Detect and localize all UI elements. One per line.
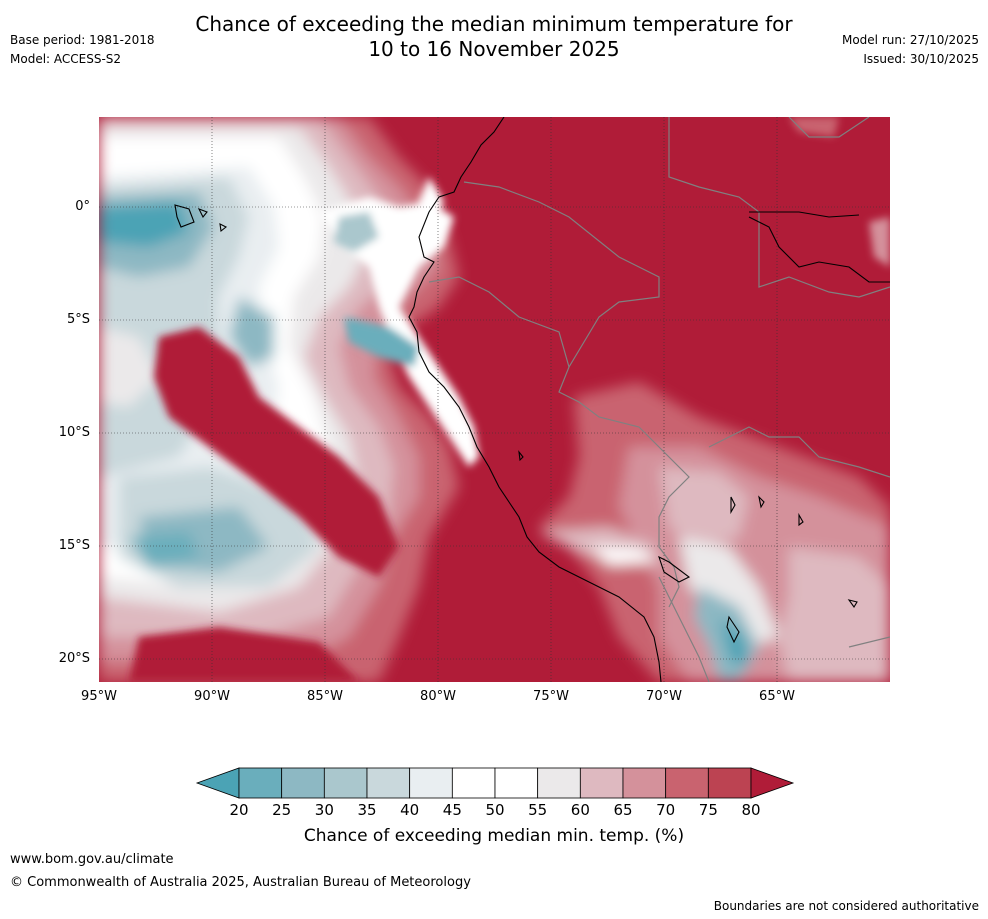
lat-label-20s: 20°S: [58, 651, 90, 666]
colorbar-tick-label: 65: [613, 801, 633, 819]
lon-label-75w: 75°W: [533, 689, 569, 704]
colorbar-tick-label: 45: [442, 801, 462, 819]
lon-label-95w: 95°W: [81, 689, 117, 704]
colorbar: [195, 767, 795, 799]
colorbar-tick-label: 20: [229, 801, 249, 819]
colorbar-tick-label: 80: [741, 801, 761, 819]
inland-south-field: [539, 382, 890, 682]
colorbar-segment: [409, 767, 453, 799]
colorbar-tick-label: 25: [272, 801, 292, 819]
lat-label-15s: 15°S: [58, 538, 90, 553]
colorbar-segment: [281, 767, 325, 799]
colorbar-segment: [366, 767, 411, 799]
colorbar-segment: [622, 767, 667, 799]
meta-left: Base period: 1981-2018 Model: ACCESS-S2: [10, 31, 155, 69]
lon-label-85w: 85°W: [307, 689, 343, 704]
ocean-red-tongues: [129, 327, 399, 682]
lat-label-10s: 10°S: [58, 425, 90, 440]
country-borders: [428, 117, 890, 682]
colorbar-segment: [579, 767, 624, 799]
colorbar-extend-low: [195, 767, 240, 799]
footer-url: www.bom.gov.au/climate: [10, 852, 174, 867]
lat-label-5s: 5°S: [66, 312, 90, 327]
footer-note: Boundaries are not considered authoritat…: [713, 899, 979, 913]
meta-right: Model run: 27/10/2025 Issued: 30/10/2025: [842, 31, 979, 69]
lon-label-70w: 70°W: [646, 689, 682, 704]
colorbar-segment: [494, 767, 539, 799]
forecast-map: [99, 117, 890, 682]
model-name: Model: ACCESS-S2: [10, 52, 122, 66]
northeast-patches: [789, 117, 890, 267]
colorbar-tick-label: 70: [656, 801, 676, 819]
colorbar-tick-label: 55: [528, 801, 548, 819]
graticule: [99, 117, 890, 682]
colorbar-tick-label: 50: [485, 801, 505, 819]
map-title: Chance of exceeding the median minimum t…: [0, 12, 988, 62]
coastal-pale-band: [319, 177, 479, 467]
colorbar-tick-label: 30: [314, 801, 334, 819]
lon-label-80w: 80°W: [420, 689, 456, 704]
colorbar-tick-label: 40: [400, 801, 420, 819]
colorbar-tick-label: 75: [698, 801, 718, 819]
title-line-2: 10 to 16 November 2025: [368, 37, 620, 61]
colorbar-segment: [707, 767, 752, 799]
title-line-1: Chance of exceeding the median minimum t…: [195, 12, 793, 36]
issued-date: Issued: 30/10/2025: [863, 52, 979, 66]
coastlines: [174, 117, 890, 682]
colorbar-title: Chance of exceeding median min. temp. (%…: [303, 826, 685, 846]
lat-label-0: 0°: [75, 199, 90, 214]
ocean-anomaly-field: [99, 117, 459, 682]
colorbar-tick-label: 35: [357, 801, 377, 819]
colorbar-segment: [323, 767, 368, 799]
colorbar-segment: [451, 767, 496, 799]
base-period: Base period: 1981-2018: [10, 33, 155, 47]
lon-label-65w: 65°W: [759, 689, 795, 704]
colorbar-segment: [665, 767, 709, 799]
colorbar-segment: [238, 767, 283, 799]
footer-copyright: © Commonwealth of Australia 2025, Austra…: [10, 875, 471, 890]
colorbar-extend-high: [750, 767, 795, 799]
colorbar-segment: [537, 767, 581, 799]
model-run: Model run: 27/10/2025: [841, 33, 979, 47]
colorbar-tick-label: 60: [570, 801, 590, 819]
lon-label-90w: 90°W: [194, 689, 230, 704]
